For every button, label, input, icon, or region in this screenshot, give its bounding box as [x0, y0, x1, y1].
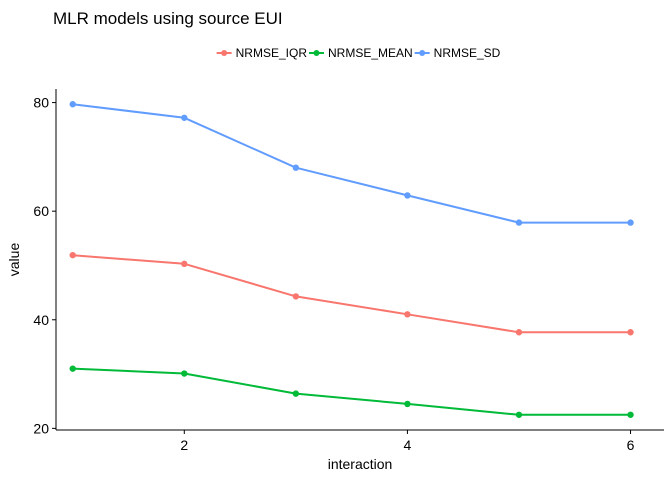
series-line-nrmse-sd — [71, 103, 632, 224]
legend-label: NRMSE_MEAN — [328, 46, 413, 60]
y-tick-label: 40 — [33, 312, 49, 328]
data-point-nrmse-sd — [181, 114, 188, 121]
data-point-nrmse-iqr — [69, 251, 76, 259]
x-tick-label: 6 — [627, 437, 635, 453]
data-point-nrmse-sd — [515, 219, 523, 226]
series-line-nrmse-mean — [71, 367, 632, 416]
y-tick-label: 60 — [33, 203, 49, 219]
data-point-nrmse-sd — [404, 192, 411, 199]
data-point-nrmse-mean — [515, 411, 523, 418]
plot-area: 2 4 6 20 40 60 80 — [33, 89, 664, 453]
data-point-nrmse-mean — [292, 390, 300, 397]
legend-key-point — [313, 50, 320, 56]
legend-key-point — [221, 50, 228, 56]
legend-item-nrmse-sd: NRMSE_SD — [414, 46, 501, 60]
legend: NRMSE_IQR NRMSE_MEAN NRMSE_SD — [216, 46, 501, 60]
data-point-nrmse-iqr — [292, 293, 300, 300]
data-point-nrmse-mean — [627, 411, 634, 418]
data-point-nrmse-iqr — [515, 329, 523, 336]
series-layer — [69, 101, 634, 418]
series-line-nrmse-iqr — [71, 254, 632, 334]
chart-title: MLR models using source EUI — [53, 9, 283, 28]
x-tick-label: 2 — [180, 437, 188, 453]
data-point-nrmse-mean — [181, 370, 188, 377]
x-tick-label: 4 — [404, 437, 412, 453]
x-ticks: 2 4 6 — [180, 430, 635, 453]
data-point-nrmse-mean — [404, 400, 411, 408]
x-axis-title: interaction — [328, 456, 393, 472]
legend-key-point — [419, 50, 426, 56]
data-point-nrmse-sd — [69, 101, 76, 108]
data-point-nrmse-sd — [292, 164, 300, 171]
data-point-nrmse-sd — [627, 219, 634, 226]
data-point-nrmse-iqr — [181, 260, 188, 268]
legend-label: NRMSE_IQR — [236, 46, 308, 60]
legend-item-nrmse-mean: NRMSE_MEAN — [308, 46, 413, 60]
y-axis-title: value — [6, 243, 22, 277]
series-nrmse-iqr — [69, 251, 634, 336]
y-tick-label: 20 — [33, 420, 49, 436]
data-point-nrmse-iqr — [627, 329, 634, 336]
legend-item-nrmse-iqr: NRMSE_IQR — [216, 46, 308, 60]
y-ticks: 20 40 60 80 — [33, 95, 56, 436]
y-tick-label: 80 — [33, 95, 49, 111]
series-nrmse-mean — [69, 365, 634, 418]
data-point-nrmse-iqr — [404, 311, 411, 318]
series-nrmse-sd — [69, 101, 634, 226]
data-point-nrmse-mean — [69, 365, 76, 372]
legend-label: NRMSE_SD — [434, 46, 501, 60]
